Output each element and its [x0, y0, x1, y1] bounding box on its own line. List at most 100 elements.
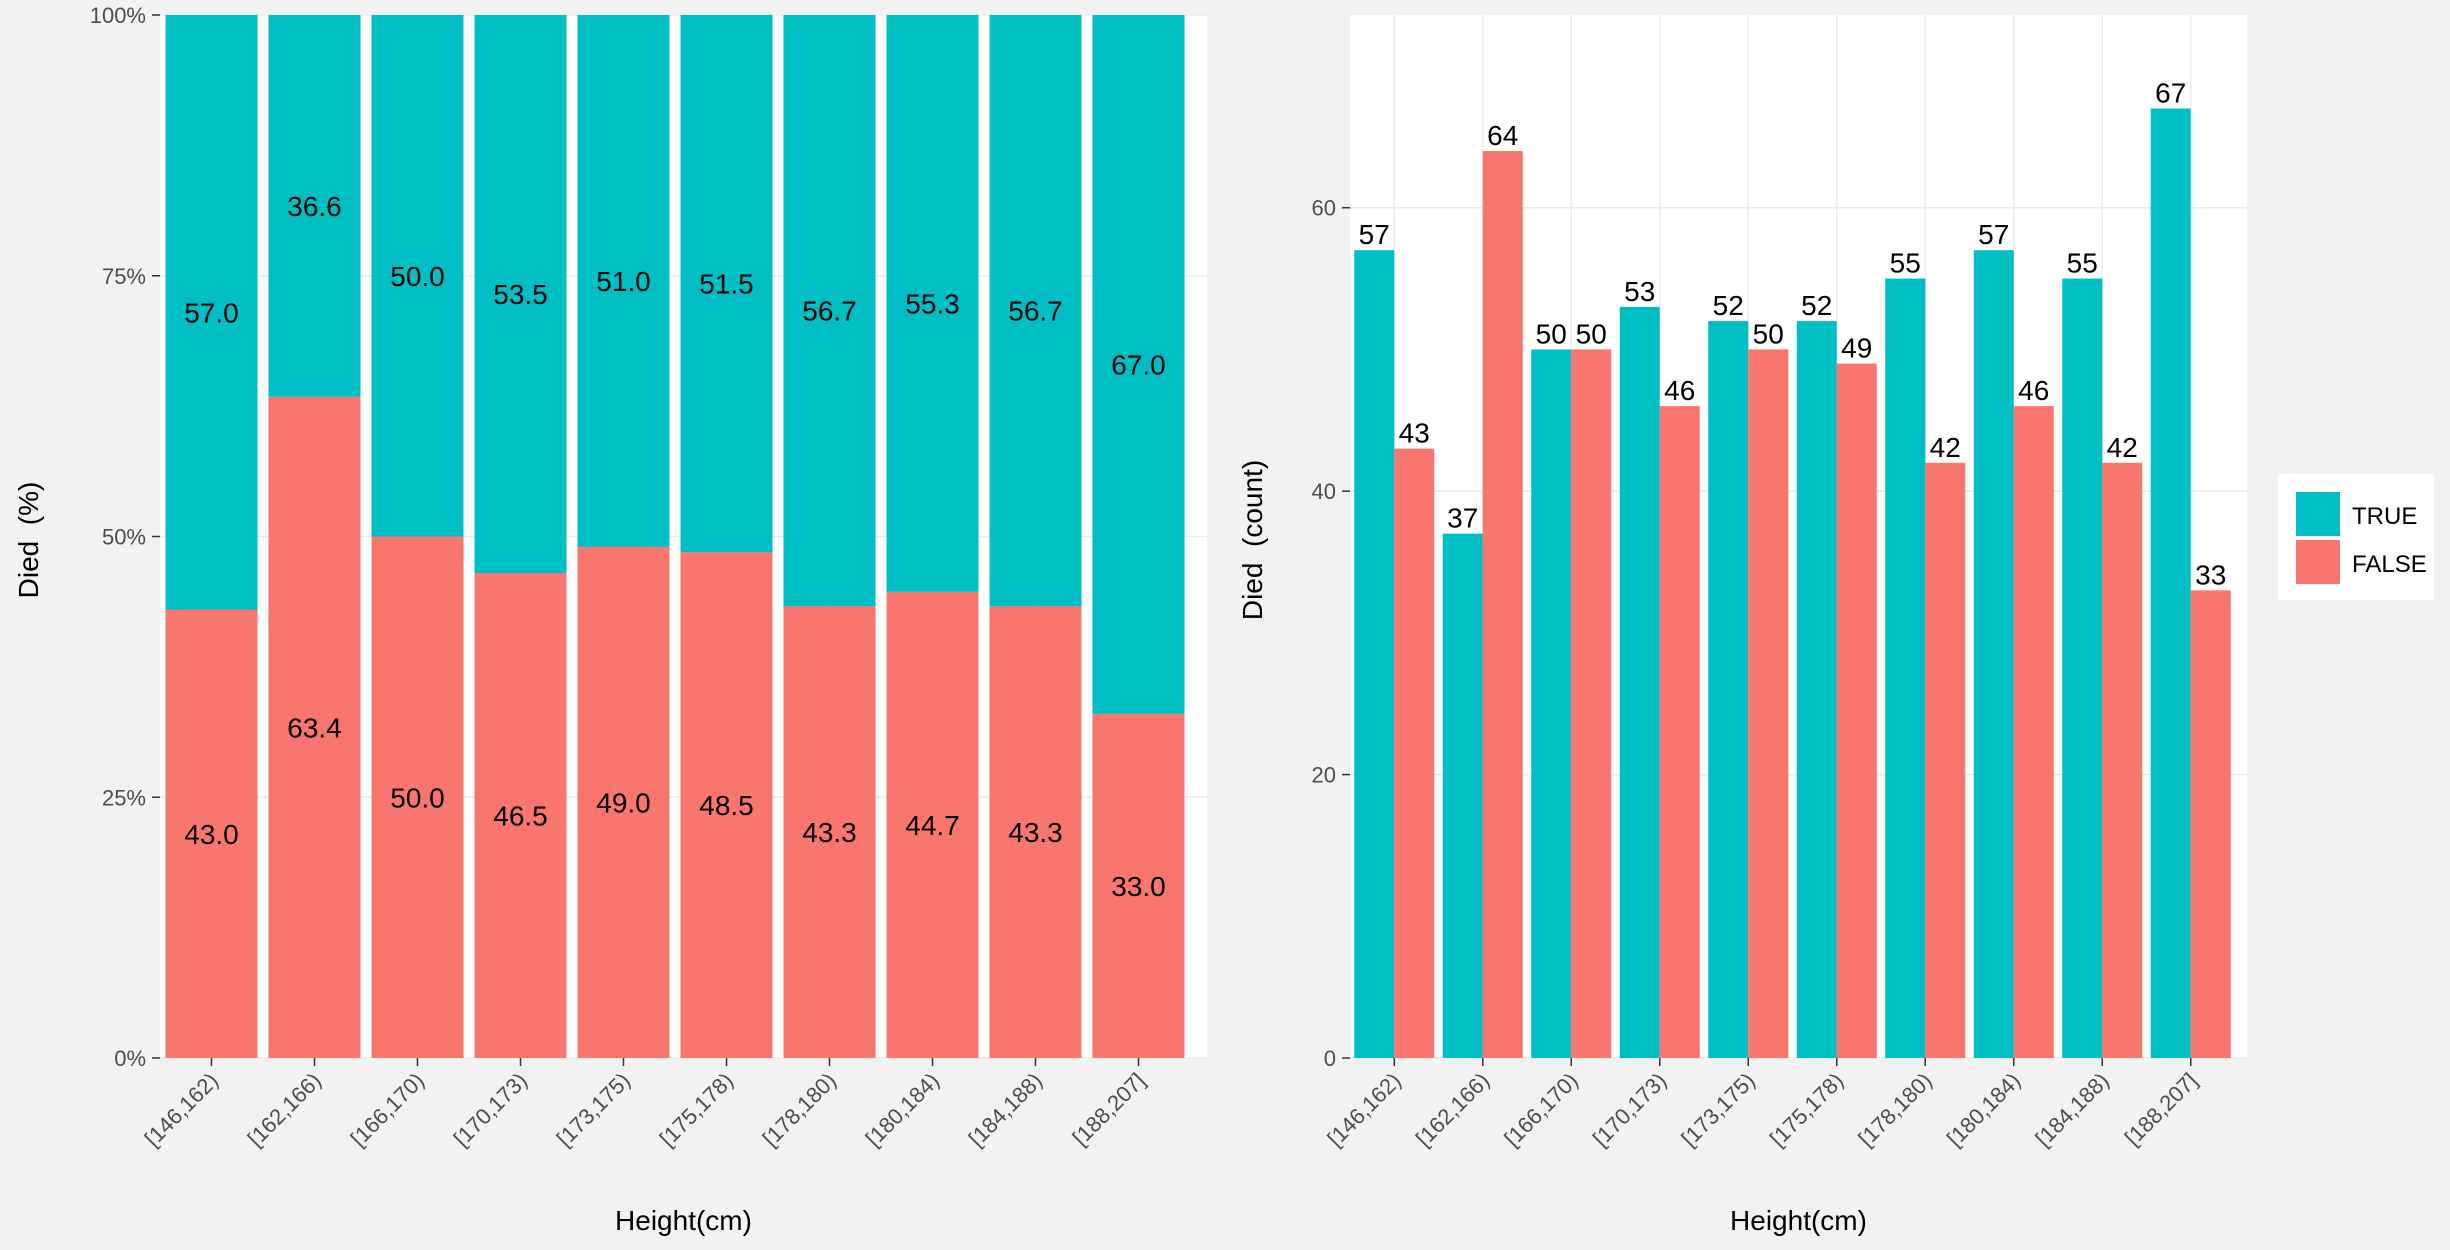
bar-false: [577, 546, 670, 1058]
bar-label-false: 43.3: [1008, 817, 1063, 848]
bar-false: [1092, 713, 1185, 1058]
x-tick-label: [146,162): [1322, 1068, 1405, 1151]
bar-label-false: 50.0: [390, 782, 445, 813]
bar-label-false: 42: [2107, 432, 2138, 463]
right-bars: [1354, 108, 2231, 1059]
bar-true: [577, 15, 670, 547]
bar-label-true: 53: [1624, 276, 1655, 307]
bar-false: [1394, 448, 1435, 1059]
x-tick-label: [162,166): [1411, 1068, 1494, 1151]
bar-label-false: 44.7: [905, 810, 960, 841]
bar-label-true: 50.0: [390, 261, 445, 292]
bar-false: [783, 606, 876, 1058]
bar-label-false: 43.0: [184, 819, 239, 850]
legend-key-true: [2296, 492, 2340, 536]
x-tick-label: [188,207]: [1067, 1068, 1150, 1151]
bar-false: [1836, 363, 1877, 1058]
x-tick-label: [162,166): [243, 1068, 326, 1151]
bar-true: [1796, 321, 1837, 1058]
bar-label-false: 50: [1576, 318, 1607, 349]
bar-label-true: 57.0: [184, 297, 239, 328]
bar-label-true: 50: [1536, 318, 1567, 349]
bar-false: [474, 573, 567, 1058]
y-tick-label: 50%: [102, 525, 146, 550]
x-tick-label: [166,170): [346, 1068, 429, 1151]
bar-false: [268, 396, 361, 1058]
x-tick-label: [184,188): [964, 1068, 1047, 1151]
bar-label-true: 56.7: [1008, 296, 1063, 327]
bar-false: [1925, 462, 1966, 1058]
bar-label-true: 51.0: [596, 266, 651, 297]
bar-label-true: 37: [1447, 503, 1478, 534]
bar-false: [1748, 349, 1789, 1059]
bar-label-true: 57: [1359, 219, 1390, 250]
legend-label-true: TRUE: [2352, 503, 2417, 530]
left-y-axis-title: Died (%): [13, 482, 44, 599]
bar-label-true: 52: [1713, 290, 1744, 321]
bar-true: [1619, 306, 1660, 1058]
bar-label-true: 55: [2067, 248, 2098, 279]
bar-true: [783, 15, 876, 607]
count-grouped-bar-chart: 57 43 37 64 50 50 53 46 52 50 52 49 55 42 57 46 55 42 67 33…: [1237, 15, 2247, 1236]
legend-key-false: [2296, 540, 2340, 584]
right-x-axis-title: Height(cm): [1730, 1205, 1867, 1236]
bar-false: [1571, 349, 1612, 1059]
bar-label-false: 48.5: [699, 790, 754, 821]
bar-false: [989, 606, 1082, 1058]
bar-true: [268, 15, 361, 397]
y-tick-label: 75%: [102, 264, 146, 289]
bar-label-true: 55: [1890, 248, 1921, 279]
bar-true: [1973, 250, 2014, 1059]
legend-label-false: FALSE: [2352, 551, 2427, 578]
x-tick-label: [173,175): [552, 1068, 635, 1151]
left-bar-value-labels: 43.0 57.0 63.4 36.6 50.0 50.0 46.5 53.5 49.0 51.0…: [184, 191, 1166, 902]
x-tick-label: [188,207]: [2120, 1068, 2203, 1151]
left-x-ticks: [146,162) [162,166) [166,170) [170,173) [173…: [140, 1058, 1150, 1151]
bar-true: [1885, 278, 1926, 1058]
bar-label-false: 46: [1664, 375, 1695, 406]
bar-false: [2102, 462, 2143, 1058]
x-tick-label: [170,173): [449, 1068, 532, 1151]
bar-label-true: 51.5: [699, 269, 754, 300]
bar-label-false: 33: [2195, 559, 2226, 590]
percent-stacked-bar-chart: 43.0 57.0 63.4 36.6 50.0 50.0 46.5 53.5 49.0 51.0…: [13, 3, 1207, 1236]
bar-label-true: 57: [1978, 219, 2009, 250]
x-tick-label: [146,162): [140, 1068, 223, 1151]
bar-label-true: 36.6: [287, 191, 342, 222]
bar-true: [474, 15, 567, 574]
x-tick-label: [178,180): [758, 1068, 841, 1151]
bar-label-true: 52: [1801, 290, 1832, 321]
bar-true: [680, 15, 773, 553]
right-x-ticks: [146,162) [162,166) [166,170) [170,173) [173…: [1322, 1058, 2202, 1151]
bar-label-false: 64: [1487, 120, 1518, 151]
bar-label-true: 67: [2155, 78, 2186, 109]
bar-true: [1354, 250, 1395, 1059]
left-bars: [165, 15, 1185, 1058]
bar-true: [2150, 108, 2191, 1058]
left-y-ticks: 0% 25% 50% 75% 100%: [90, 3, 160, 1071]
x-tick-label: [166,170): [1499, 1068, 1582, 1151]
y-tick-label: 0: [1324, 1046, 1336, 1071]
bar-false: [1482, 151, 1523, 1059]
bar-true: [886, 15, 979, 592]
left-x-axis-title: Height(cm): [615, 1205, 752, 1236]
bar-label-true: 67.0: [1111, 349, 1166, 380]
bar-true: [989, 15, 1082, 607]
bar-true: [1531, 349, 1572, 1059]
right-bar-value-labels: 57 43 37 64 50 50 53 46 52 50 52 49 55 42 57 46 55 42 67 33: [1359, 78, 2227, 591]
x-tick-label: [173,175): [1676, 1068, 1759, 1151]
y-tick-label: 0%: [114, 1046, 146, 1071]
right-y-axis-title: Died (count): [1237, 460, 1268, 620]
bar-true: [165, 15, 258, 610]
bar-false: [680, 552, 773, 1058]
x-tick-label: [184,188): [2030, 1068, 2113, 1151]
bar-false: [371, 536, 464, 1058]
y-tick-label: 20: [1312, 763, 1336, 788]
bar-label-false: 43.3: [802, 817, 857, 848]
bar-label-false: 49.0: [596, 787, 651, 818]
x-tick-label: [178,180): [1853, 1068, 1936, 1151]
bar-label-false: 63.4: [287, 712, 342, 743]
bar-label-false: 46: [2018, 375, 2049, 406]
